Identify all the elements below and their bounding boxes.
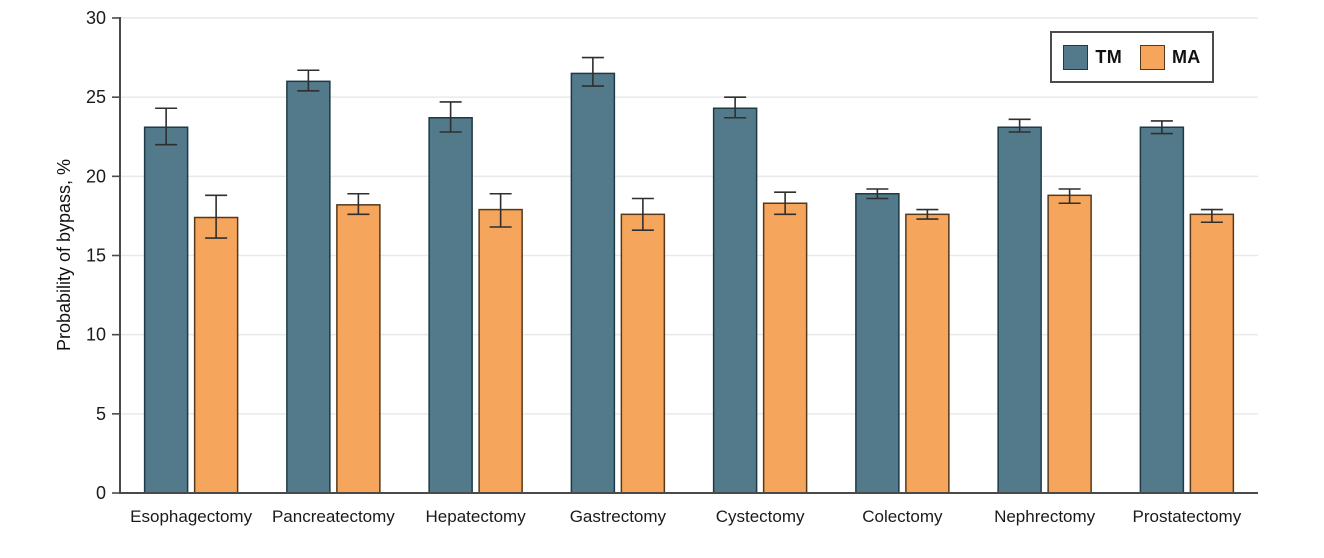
chart-legend: TM MA bbox=[1050, 31, 1214, 83]
bar bbox=[193, 216, 239, 494]
y-tick-label: 0 bbox=[96, 483, 106, 503]
bar bbox=[286, 80, 331, 494]
bar bbox=[570, 72, 616, 494]
ma-swatch-icon bbox=[1140, 44, 1165, 70]
y-axis-title: Probability of bypass, % bbox=[54, 159, 74, 351]
x-category-label: Colectomy bbox=[862, 507, 943, 526]
x-category-label: Prostatectomy bbox=[1133, 507, 1242, 526]
bar bbox=[1047, 194, 1092, 494]
x-category-label: Cystectomy bbox=[716, 507, 805, 526]
bar bbox=[620, 213, 666, 494]
bar bbox=[762, 202, 808, 494]
legend-item-tm: TM bbox=[1063, 44, 1122, 70]
y-tick-label: 5 bbox=[96, 404, 106, 424]
bar bbox=[997, 126, 1042, 494]
bar bbox=[478, 208, 523, 494]
bar bbox=[143, 126, 189, 494]
tm-swatch-icon bbox=[1063, 44, 1089, 70]
axes: Esophagectomy Pancreatectomy Hepatectomy Ga… bbox=[86, 8, 1258, 526]
legend-item-ma: MA bbox=[1140, 44, 1201, 70]
x-category-label: Esophagectomy bbox=[130, 507, 252, 526]
x-category-label: Gastrectomy bbox=[570, 507, 667, 526]
x-category-label: Hepatectomy bbox=[426, 507, 527, 526]
y-tick-label: 20 bbox=[86, 166, 106, 186]
tm-legend-label: TM bbox=[1095, 46, 1122, 67]
y-tick-label: 15 bbox=[86, 246, 106, 266]
x-category-label: Nephrectomy bbox=[994, 507, 1096, 526]
ma-legend-label: MA bbox=[1172, 46, 1201, 67]
bar bbox=[712, 107, 758, 494]
bar bbox=[428, 117, 473, 494]
bar bbox=[1189, 213, 1235, 494]
bar bbox=[905, 213, 950, 494]
bars bbox=[143, 72, 1235, 494]
y-tick-label: 25 bbox=[86, 87, 106, 107]
y-tick-label: 10 bbox=[86, 325, 106, 345]
bar bbox=[855, 193, 900, 494]
bar bbox=[336, 204, 381, 494]
x-category-label: Pancreatectomy bbox=[272, 507, 395, 526]
bar bbox=[1139, 126, 1185, 494]
error-bars bbox=[155, 56, 1223, 239]
y-tick-label: 30 bbox=[86, 8, 106, 28]
